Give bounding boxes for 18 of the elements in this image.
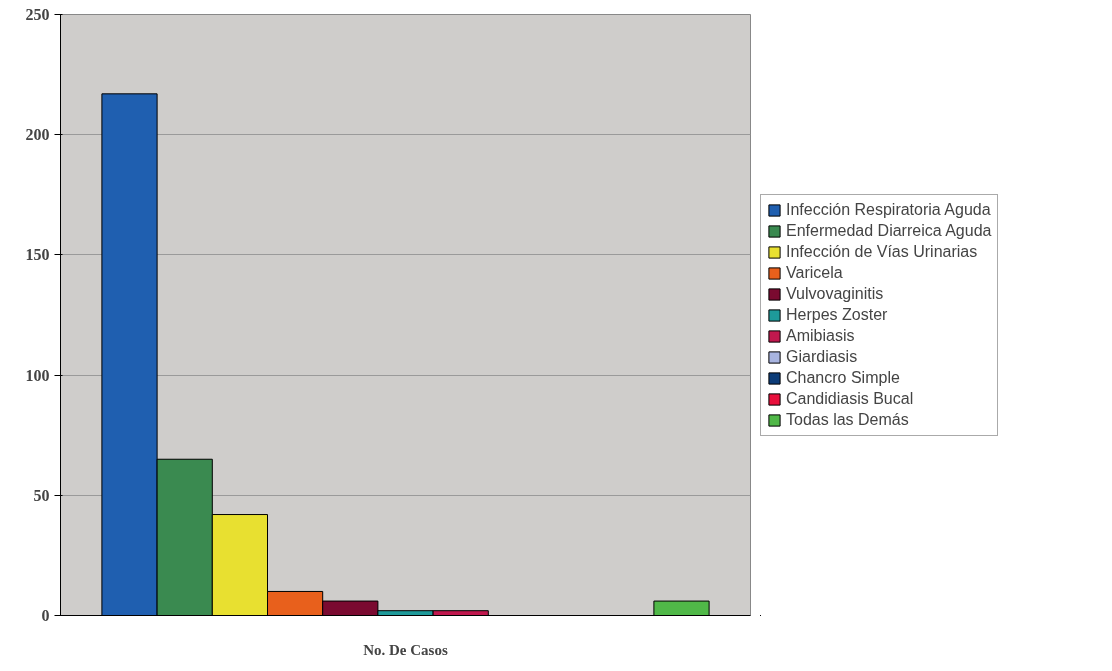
y-tick-label: 100 — [25, 366, 50, 384]
y-tick-label: 50 — [33, 486, 50, 504]
legend-label: Candidiasis Bucal — [786, 389, 914, 408]
legend-label: Todas las Demás — [786, 410, 909, 429]
legend-label: Amibiasis — [786, 326, 855, 345]
y-tick-label: 0 — [41, 607, 50, 624]
legend-label: Chancro Simple — [786, 368, 900, 387]
legend-label: Giardiasis — [786, 347, 858, 366]
y-tick-label: 200 — [25, 126, 50, 144]
legend-label: Infección de Vías Urinarias — [786, 242, 978, 261]
legend-label: Infección Respiratoria Aguda — [786, 200, 991, 219]
legend-label: Herpes Zoster — [786, 305, 888, 324]
legend-label: Varicela — [786, 263, 843, 282]
y-tick-label: 150 — [25, 246, 50, 264]
y-tick-label: 250 — [25, 6, 50, 23]
x-tick-label: No. De Casos — [363, 641, 448, 658]
legend-label: Enfermedad Diarreica Aguda — [786, 221, 992, 240]
legend-label: Vulvovaginitis — [786, 284, 884, 303]
